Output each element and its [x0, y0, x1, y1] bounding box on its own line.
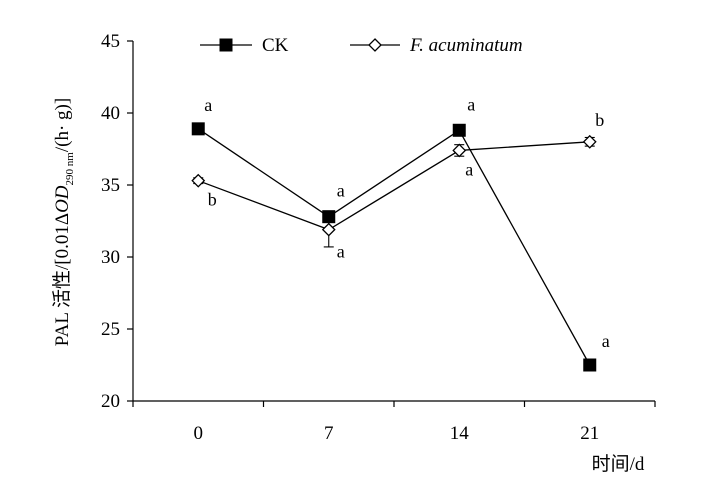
legend: CK F. acuminatum	[200, 35, 523, 56]
data-point	[191, 173, 206, 188]
y-tick-label: 35	[101, 175, 120, 196]
legend-label: F. acuminatum	[409, 35, 523, 56]
legend-entry: CK	[200, 35, 289, 56]
x-tick-label: 0	[194, 423, 204, 444]
x-tick-label: 21	[580, 423, 599, 444]
y-axis-title-subscript: 290 nm	[64, 152, 76, 186]
y-axis-title-od: OD	[52, 185, 73, 213]
y-tick-label: 30	[101, 247, 120, 268]
significance-label: b	[208, 190, 217, 210]
data-point	[582, 134, 597, 149]
legend-label: CK	[262, 35, 289, 56]
significance-label: b	[595, 110, 604, 130]
data-point	[452, 143, 467, 158]
data-point	[452, 123, 466, 137]
y-axis-title: PAL 活性/[0.01ΔOD290 nm/(h· g)]	[51, 98, 76, 346]
x-tick-label: 7	[324, 423, 334, 444]
y-axis-title-prefix: PAL 活性/[0.01	[51, 225, 73, 346]
data-point	[191, 122, 205, 136]
significance-label: a	[602, 331, 610, 351]
significance-label: a	[467, 94, 475, 114]
y-tick-label: 40	[101, 103, 120, 124]
significance-label: a	[337, 181, 345, 201]
y-axis-title-suffix: /(h· g)]	[52, 98, 73, 152]
data-point	[583, 358, 597, 372]
legend-entry: F. acuminatum	[350, 35, 523, 56]
axes: 20 25 30 35 40 45 0 7 14 21	[101, 31, 656, 444]
data-point	[321, 222, 336, 237]
significance-label: a	[465, 159, 473, 179]
series-f-acuminatum: b a a b	[191, 110, 604, 262]
legend-marker	[219, 38, 233, 52]
significance-label: a	[204, 95, 212, 115]
series-ck: a a a a	[191, 94, 610, 372]
y-tick-label: 20	[101, 391, 120, 412]
x-axis-title: 时间/d	[592, 453, 645, 475]
y-tick-label: 25	[101, 319, 120, 340]
series-layer: a a a a b a a b	[191, 94, 610, 372]
legend-marker	[368, 38, 382, 52]
series-line	[198, 141, 590, 231]
y-tick-label: 45	[101, 31, 120, 52]
significance-label: a	[337, 242, 345, 262]
series-line	[197, 128, 591, 366]
y-axis-title-delta: Δ	[52, 213, 73, 225]
x-tick-label: 14	[450, 423, 470, 444]
